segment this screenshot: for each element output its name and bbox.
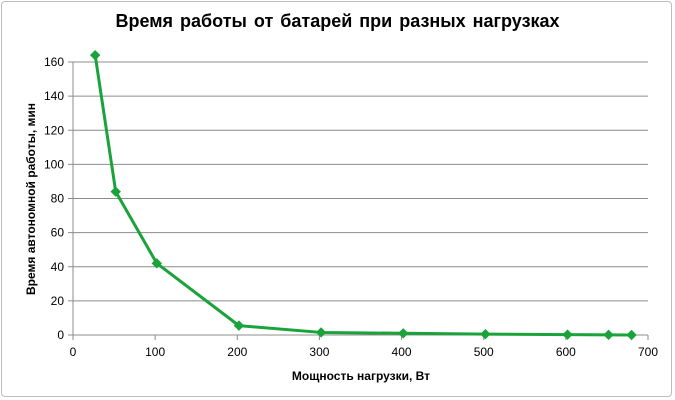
x-tick-label: 0	[70, 345, 77, 359]
x-tick-label: 600	[556, 345, 576, 359]
data-point-marker	[89, 49, 101, 61]
data-point-marker	[562, 329, 573, 340]
gridlines	[73, 61, 648, 302]
y-tick-label: 80	[51, 192, 65, 206]
x-axis-title: Мощность нагрузки, Вт	[292, 369, 430, 383]
x-tick-label: 400	[392, 345, 412, 359]
y-tick-label: 40	[51, 260, 65, 274]
x-tick-label: 300	[309, 345, 329, 359]
tick-labels: 0 20 40 60 80 100 120 140 160 0 100 200 300 400 500 600…	[44, 55, 658, 359]
y-tick-label: 100	[44, 157, 64, 171]
series-layer	[89, 49, 637, 341]
x-tick-label: 200	[227, 345, 247, 359]
data-point-marker	[151, 258, 162, 269]
y-tick-label: 120	[44, 123, 64, 137]
x-tick-label: 700	[638, 345, 658, 359]
series-line	[93, 54, 632, 337]
data-point-marker	[233, 320, 245, 331]
x-tick-label: 100	[145, 345, 165, 359]
y-tick-label: 20	[51, 294, 65, 308]
x-tick-label: 500	[474, 345, 494, 359]
data-point-marker	[480, 328, 491, 340]
chart-title: Время работы от батарей при разных нагру…	[115, 11, 560, 31]
y-tick-label: 60	[51, 226, 65, 240]
y-tick-label: 0	[57, 328, 64, 342]
data-point-marker	[603, 329, 614, 341]
axes	[68, 61, 649, 340]
y-tick-label: 140	[44, 89, 64, 103]
data-point-marker	[110, 186, 121, 197]
data-point-marker	[315, 327, 327, 338]
y-tick-label: 160	[44, 55, 64, 69]
data-point-marker	[626, 329, 637, 341]
data-point-marker	[398, 328, 409, 339]
y-axis-title: Время автономной работы, мин	[24, 103, 38, 295]
